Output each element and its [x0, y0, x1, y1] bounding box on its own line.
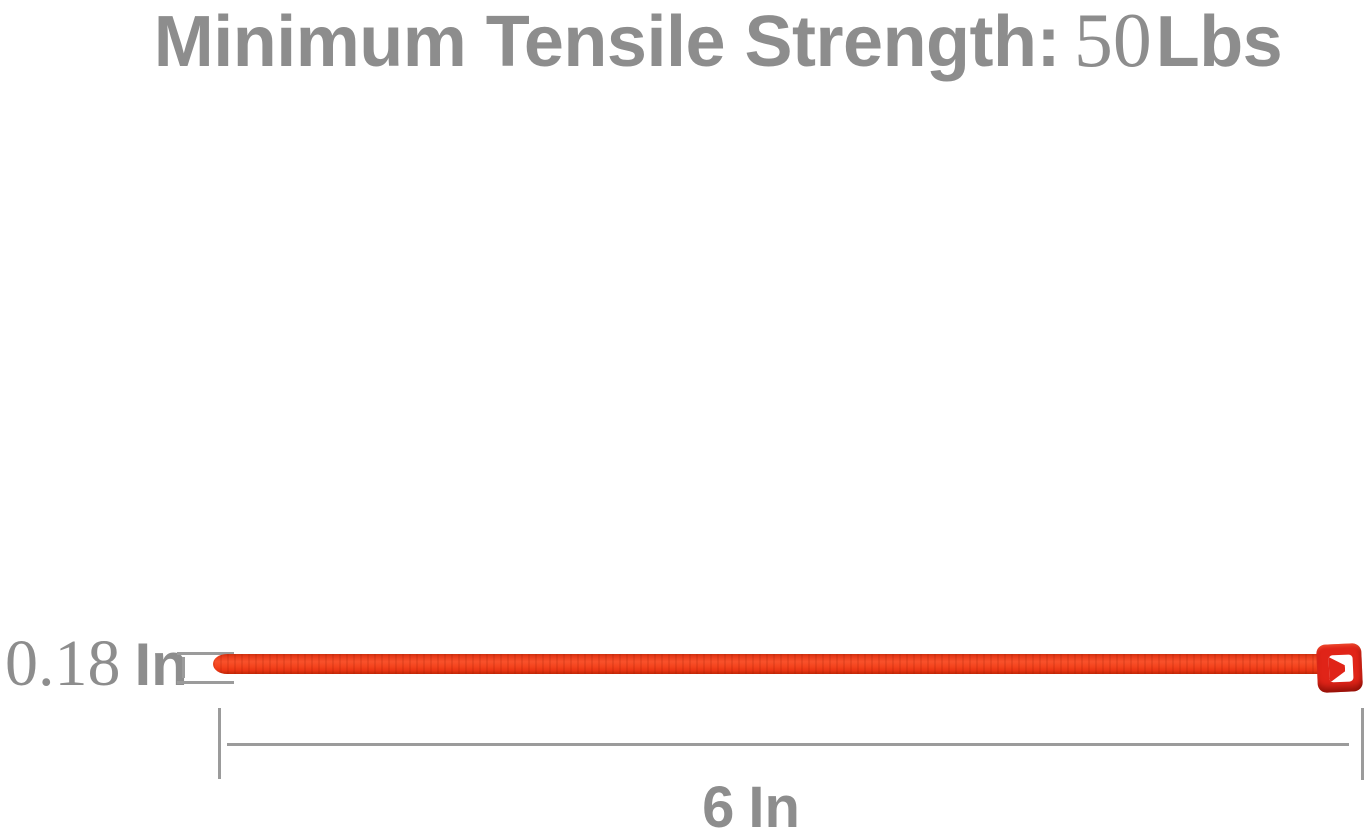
thickness-label: 0.18 In: [5, 631, 188, 697]
length-value: 6: [702, 775, 735, 835]
length-label: 6 In: [601, 779, 901, 835]
length-dim-line: [227, 743, 1349, 746]
cable-tie-head-slot: [1328, 654, 1354, 683]
thickness-value: 0.18: [5, 627, 121, 700]
thickness-dim-tick: [182, 657, 185, 678]
page-title: Minimum Tensile Strength: 50Lbs: [70, 0, 1366, 83]
cable-tie-head: [1315, 643, 1364, 693]
thickness-unit: In: [134, 631, 188, 698]
thickness-dim-bottom-line: [177, 681, 234, 684]
thickness-dim-top-line: [177, 652, 234, 655]
cable-tie-strap: [213, 654, 1320, 674]
cable-tie-pawl: [1328, 656, 1345, 682]
length-dim-right-tick: [1361, 708, 1364, 780]
title-text: Minimum Tensile Strength:: [153, 2, 1061, 82]
length-unit: In: [748, 775, 800, 835]
title-value: 50: [1073, 0, 1152, 83]
title-unit: Lbs: [1155, 2, 1283, 82]
length-dim-left-tick: [218, 708, 221, 779]
